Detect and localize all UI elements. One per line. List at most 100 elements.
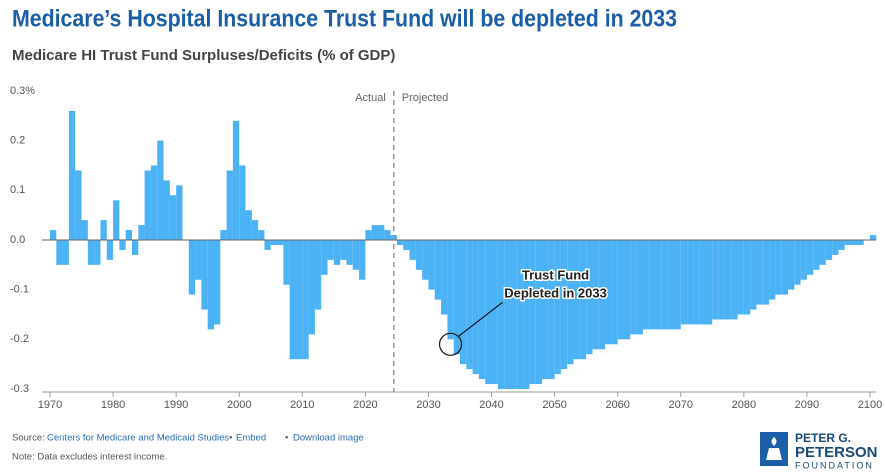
bar xyxy=(113,200,120,240)
bar xyxy=(460,240,467,365)
bar xyxy=(106,240,114,260)
bar xyxy=(100,220,107,240)
bar xyxy=(636,240,643,335)
x-tick-label: 2060 xyxy=(605,399,629,411)
chart-subtitle: Medicare HI Trust Fund Surpluses/Deficit… xyxy=(12,47,395,64)
bar xyxy=(592,240,599,350)
bar xyxy=(485,240,492,385)
bar xyxy=(870,235,877,240)
bar xyxy=(573,240,580,360)
bar xyxy=(302,240,309,360)
bar xyxy=(542,240,549,380)
x-tick-label: 2020 xyxy=(353,399,377,411)
bar xyxy=(693,240,700,325)
bar xyxy=(150,165,158,240)
bar xyxy=(529,240,536,385)
bar xyxy=(447,240,454,340)
bar xyxy=(289,240,296,360)
bar xyxy=(308,240,315,335)
bar xyxy=(378,225,385,240)
bar xyxy=(731,240,738,320)
bar xyxy=(567,240,574,365)
bar xyxy=(630,240,637,335)
bar xyxy=(188,240,196,295)
bar xyxy=(851,240,858,245)
bar xyxy=(144,170,151,240)
bar xyxy=(277,240,284,245)
x-tick-label: 1970 xyxy=(38,399,62,411)
download-link[interactable]: Download image xyxy=(293,433,364,444)
x-tick-label: 2090 xyxy=(795,399,819,411)
y-tick-label: -0.1 xyxy=(10,284,29,296)
bar xyxy=(352,240,360,270)
bar xyxy=(201,240,208,310)
x-tick-label: 1980 xyxy=(101,399,125,411)
bar xyxy=(195,240,202,280)
source-link[interactable]: Centers for Medicare and Medicaid Studie… xyxy=(47,433,229,444)
embed-link[interactable]: Embed xyxy=(236,433,266,444)
bar xyxy=(157,140,164,240)
bar xyxy=(510,240,517,389)
bar xyxy=(176,185,183,240)
x-tick-label: 2100 xyxy=(858,399,882,411)
bar xyxy=(516,240,524,389)
bar xyxy=(535,240,542,385)
bar xyxy=(668,240,675,330)
bar xyxy=(794,240,801,285)
bar xyxy=(239,165,246,240)
bar xyxy=(422,240,429,280)
bar xyxy=(523,240,530,389)
bar xyxy=(81,220,88,240)
logo-text: FOUNDATION xyxy=(795,460,874,470)
bar xyxy=(68,110,76,240)
chart-title: Medicare’s Hospital Insurance Trust Fund… xyxy=(12,5,677,32)
bar xyxy=(611,240,618,345)
logo-text: PETERSON xyxy=(795,444,878,461)
x-tick-label: 2040 xyxy=(479,399,503,411)
bar xyxy=(642,240,650,330)
bar xyxy=(548,240,555,380)
bar xyxy=(781,240,788,295)
bar xyxy=(321,240,328,275)
divider-label: Actual xyxy=(355,92,386,104)
bar xyxy=(649,240,656,330)
bar xyxy=(624,240,631,340)
bar xyxy=(264,240,271,250)
bar xyxy=(441,240,448,315)
y-tick-label: 0.2 xyxy=(10,135,25,147)
bar xyxy=(333,240,341,265)
bar xyxy=(119,240,126,250)
bar xyxy=(296,240,303,360)
bar xyxy=(232,120,240,240)
bar xyxy=(207,240,214,330)
bar xyxy=(491,240,498,385)
bar xyxy=(674,240,681,330)
bar xyxy=(750,240,757,310)
y-tick-label: -0.2 xyxy=(10,333,29,345)
bar xyxy=(857,240,864,245)
separator: • xyxy=(285,433,288,444)
bar xyxy=(258,230,265,240)
bar xyxy=(806,240,814,275)
logo-torch xyxy=(766,437,782,460)
bar xyxy=(838,240,845,250)
bar xyxy=(314,240,322,310)
bar xyxy=(245,210,252,240)
bar xyxy=(365,230,372,240)
bar xyxy=(371,225,378,240)
bar xyxy=(819,240,826,265)
x-tick-label: 2010 xyxy=(290,399,314,411)
bar xyxy=(800,240,807,280)
bar xyxy=(346,240,353,265)
separator: • xyxy=(229,433,232,444)
bar xyxy=(756,240,763,305)
bar xyxy=(472,240,479,375)
bar xyxy=(687,240,694,325)
bar xyxy=(579,240,587,360)
bar xyxy=(743,240,751,315)
bar xyxy=(50,230,57,240)
bar xyxy=(283,240,290,285)
bar xyxy=(403,240,410,250)
y-tick-label: 0.3% xyxy=(10,85,35,97)
bar xyxy=(409,240,416,260)
